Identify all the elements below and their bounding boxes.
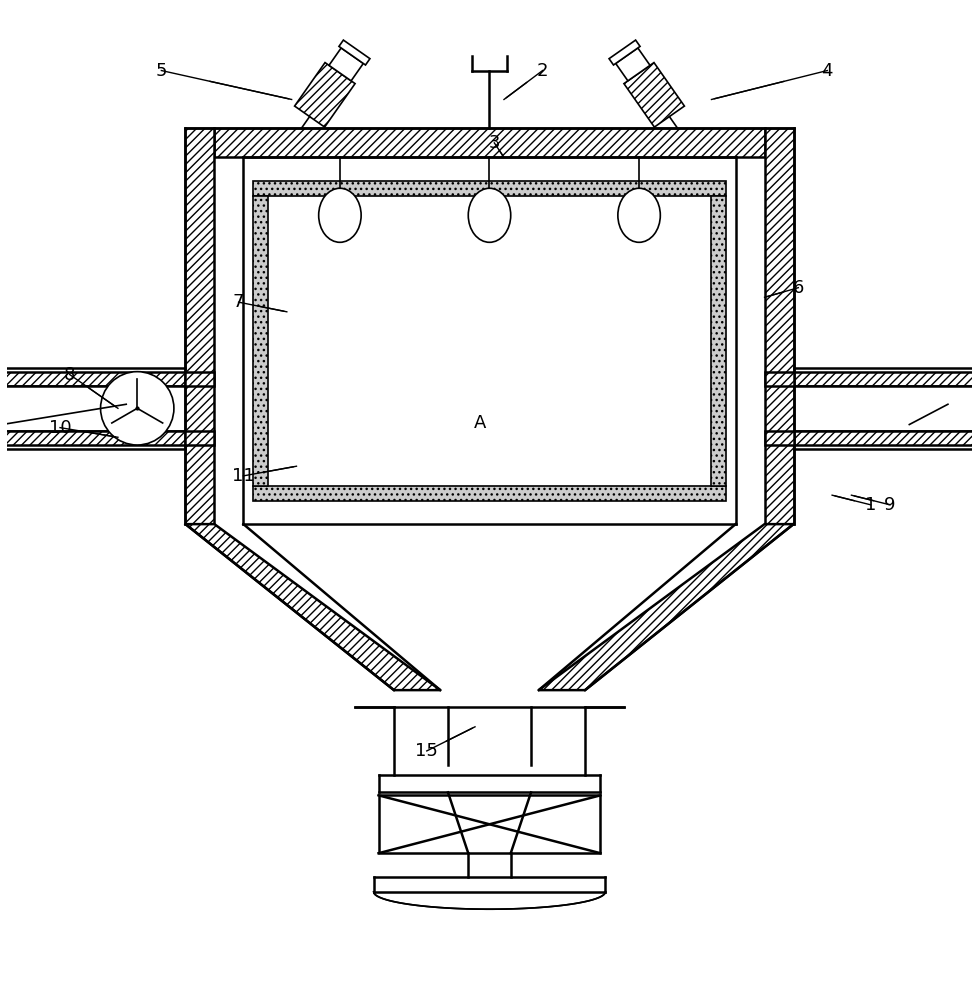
Ellipse shape — [617, 188, 659, 242]
Polygon shape — [338, 40, 370, 65]
Text: 2: 2 — [536, 62, 548, 80]
Polygon shape — [538, 524, 793, 690]
Bar — [793, 372, 978, 386]
Text: 11: 11 — [232, 467, 254, 485]
Polygon shape — [623, 63, 684, 127]
Text: 4: 4 — [821, 62, 832, 80]
Polygon shape — [608, 40, 640, 65]
Text: 7: 7 — [233, 293, 244, 311]
Ellipse shape — [319, 188, 361, 242]
Ellipse shape — [0, 372, 1, 445]
Bar — [710, 196, 726, 486]
Bar — [252, 181, 726, 196]
Polygon shape — [185, 524, 440, 690]
Polygon shape — [615, 48, 649, 81]
Text: 6: 6 — [792, 279, 803, 297]
Bar — [0, 372, 185, 386]
Text: 10: 10 — [49, 419, 71, 437]
Text: 3: 3 — [488, 134, 500, 152]
Bar — [764, 372, 793, 386]
Text: 1: 1 — [865, 496, 875, 514]
Polygon shape — [329, 48, 363, 81]
Circle shape — [101, 372, 174, 445]
Bar — [214, 128, 764, 157]
Bar — [252, 196, 268, 486]
Text: 9: 9 — [883, 496, 895, 514]
Bar — [764, 431, 793, 445]
Ellipse shape — [977, 372, 978, 445]
Text: A: A — [473, 414, 485, 432]
Text: 15: 15 — [415, 742, 438, 760]
Ellipse shape — [467, 188, 511, 242]
Bar — [185, 128, 214, 524]
Polygon shape — [294, 63, 355, 127]
Bar — [185, 372, 214, 386]
Text: 8: 8 — [64, 366, 75, 384]
Bar — [378, 795, 600, 853]
Bar — [0, 431, 185, 445]
Bar — [185, 431, 214, 445]
Polygon shape — [244, 524, 734, 690]
Bar — [244, 157, 734, 524]
Text: 5: 5 — [156, 62, 167, 80]
Bar — [764, 128, 793, 524]
Bar — [793, 431, 978, 445]
Bar — [252, 486, 726, 501]
